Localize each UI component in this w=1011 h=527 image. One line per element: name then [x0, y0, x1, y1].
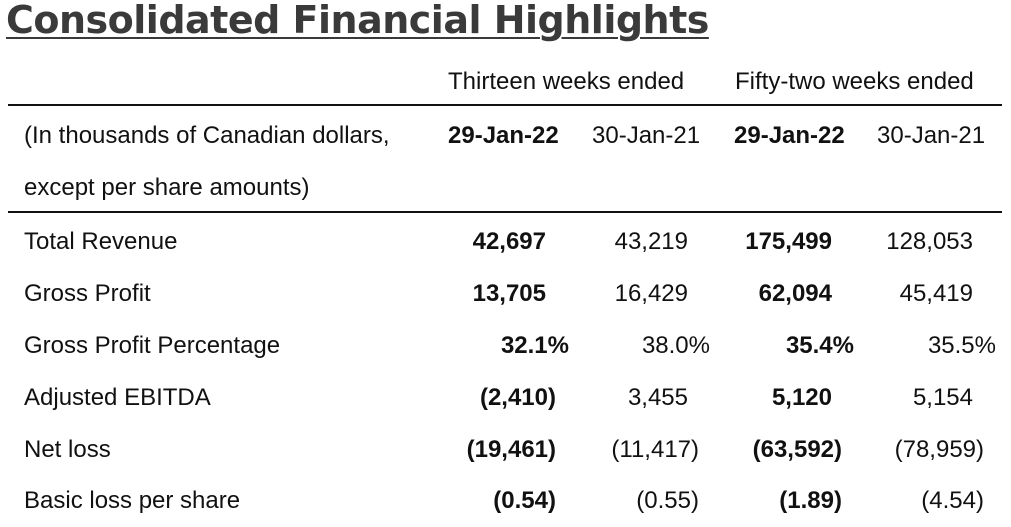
cell-total-revenue-year-prior: 128,053: [886, 228, 973, 255]
column-header-q-prior: 30-Jan-21: [592, 122, 701, 149]
row-label-net-loss: Net loss: [24, 436, 111, 463]
cell-gross-profit-year-current: 62,094: [758, 280, 832, 307]
cell-net-loss-year-prior: (78,959): [894, 436, 984, 463]
column-header-q-current: 29-Jan-22: [448, 122, 559, 149]
cell-basic-loss-per-share-q-prior: (0.55): [636, 487, 699, 514]
cell-gross-profit-year-prior: 45,419: [899, 280, 973, 307]
units-label-line1: (In thousands of Canadian dollars,: [24, 122, 390, 149]
row-label-adjusted-ebitda: Adjusted EBITDA: [24, 384, 211, 411]
cell-net-loss-q-prior: (11,417): [611, 436, 699, 463]
header-top-rule: [8, 104, 1002, 106]
cell-gross-profit-q-current: 13,705: [472, 280, 546, 307]
cell-net-loss-year-current: (63,592): [752, 436, 842, 463]
row-label-total-revenue: Total Revenue: [24, 228, 178, 255]
cell-gross-profit-q-prior: 16,429: [614, 280, 688, 307]
page-title: Consolidated Financial Highlights: [6, 0, 709, 42]
period-group-fifty-two-weeks: Fifty-two weeks ended: [735, 68, 974, 95]
cell-net-loss-q-current: (19,461): [466, 436, 556, 463]
column-header-year-current: 29-Jan-22: [734, 122, 845, 149]
cell-total-revenue-q-prior: 43,219: [614, 228, 688, 255]
cell-adjusted-ebitda-year-prior: 5,154: [912, 384, 973, 411]
row-label-gross-profit-percentage: Gross Profit Percentage: [24, 332, 281, 359]
cell-gross-profit-percentage-q-prior: 38.0%: [641, 332, 710, 359]
cell-adjusted-ebitda-year-current: 5,120: [771, 384, 832, 411]
cell-basic-loss-per-share-year-prior: (4.54): [921, 487, 984, 514]
cell-total-revenue-year-current: 175,499: [745, 228, 832, 255]
cell-basic-loss-per-share-year-current: (1.89): [779, 487, 842, 514]
cell-total-revenue-q-current: 42,697: [472, 228, 546, 255]
column-header-year-prior: 30-Jan-21: [877, 122, 986, 149]
period-group-thirteen-weeks: Thirteen weeks ended: [448, 68, 685, 95]
cell-adjusted-ebitda-q-current: (2,410): [479, 384, 556, 411]
cell-adjusted-ebitda-q-prior: 3,455: [627, 384, 688, 411]
cell-gross-profit-percentage-year-current: 35.4%: [785, 332, 854, 359]
header-bottom-rule: [8, 211, 1002, 213]
cell-gross-profit-percentage-year-prior: 35.5%: [927, 332, 996, 359]
row-label-basic-loss-per-share: Basic loss per share: [24, 487, 241, 514]
row-label-gross-profit: Gross Profit: [24, 280, 151, 307]
cell-basic-loss-per-share-q-current: (0.54): [493, 487, 556, 514]
units-label-line2: except per share amounts): [24, 174, 310, 201]
cell-gross-profit-percentage-q-current: 32.1%: [500, 332, 569, 359]
